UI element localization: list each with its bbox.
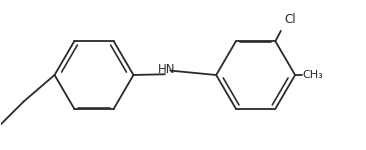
Text: HN: HN — [158, 63, 175, 76]
Text: Cl: Cl — [284, 14, 296, 27]
Text: CH₃: CH₃ — [302, 70, 323, 80]
